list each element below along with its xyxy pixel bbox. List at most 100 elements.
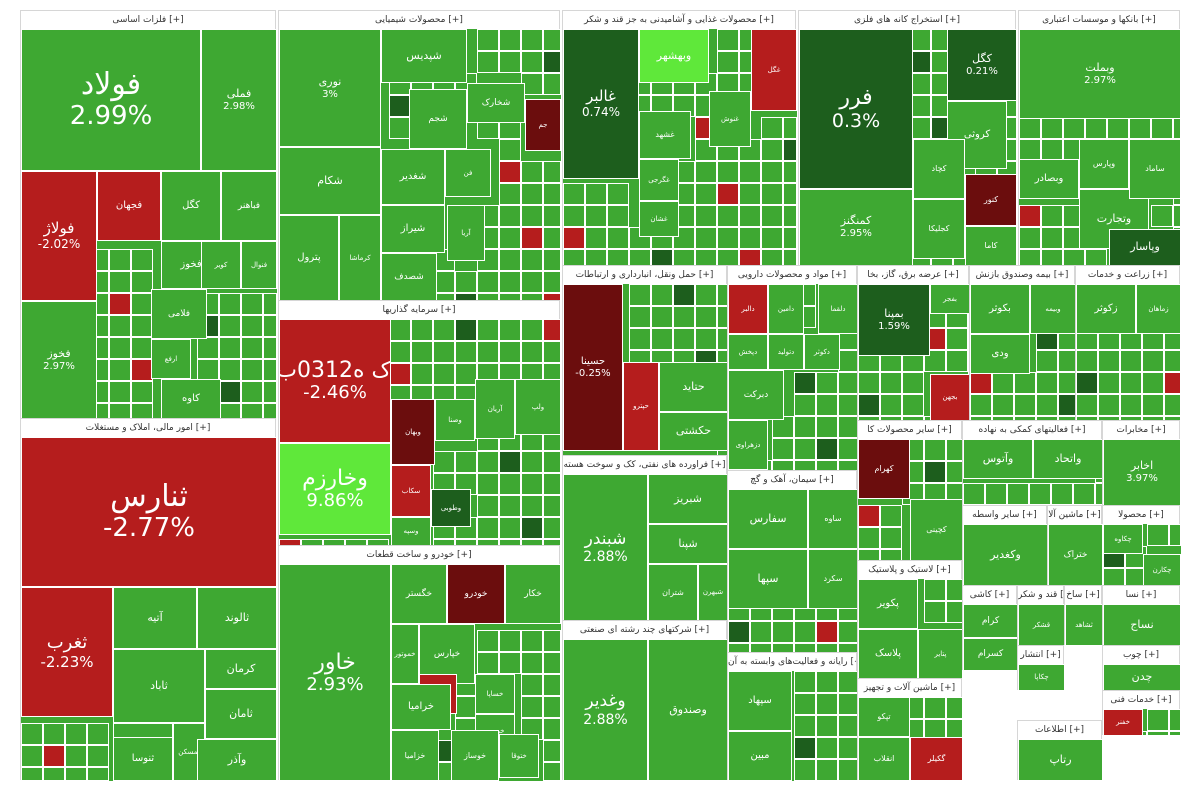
tile-small[interactable]: [197, 359, 219, 381]
tile-دبرکت[interactable]: دبرکت: [728, 370, 784, 420]
tile-خفنر[interactable]: خفنر: [1103, 709, 1143, 736]
tile-فملی[interactable]: فملی 2.98%: [201, 29, 277, 171]
tile-small[interactable]: [499, 451, 521, 473]
tile-small[interactable]: [563, 183, 585, 205]
tile-small[interactable]: [761, 183, 783, 205]
sector-title[interactable]: امور مالی، املاک و مستغلات [+]: [21, 419, 275, 438]
tile-سرک-ه0312ب01[interactable]: سرک ه0312ب01-2.46%: [279, 319, 391, 443]
tile-small[interactable]: [1147, 709, 1169, 731]
tile-small[interactable]: [838, 715, 858, 737]
tile-small[interactable]: [477, 473, 499, 495]
sector-title[interactable]: محصولات غذایی و آشامیدنی به جز قند و شکر…: [563, 11, 795, 30]
tile-small[interactable]: [433, 363, 455, 385]
tile-ثامان[interactable]: ثامان: [205, 689, 277, 739]
tile-دامین[interactable]: دامین: [768, 284, 804, 334]
tile-small[interactable]: [728, 621, 750, 643]
sector-title[interactable]: استخراج کانه های فلزی [+]: [799, 11, 1015, 30]
tile-small[interactable]: [585, 183, 607, 205]
tile-small[interactable]: [783, 161, 797, 183]
sector-29[interactable]: چوب [+] چدن: [1102, 645, 1181, 691]
sector-title[interactable]: سرمایه گذاریها [+]: [279, 301, 559, 320]
tile-شیراز[interactable]: شیراز: [381, 205, 445, 253]
tile-small[interactable]: [43, 745, 65, 767]
tile-small[interactable]: [521, 51, 543, 73]
tile-بمپنا[interactable]: بمپنا 1.59%: [858, 284, 930, 356]
sector-20[interactable]: لاستیک و پلاستیک [+] پکویر پلاسک پتایر: [857, 560, 963, 679]
tile-small[interactable]: [543, 696, 561, 718]
sector-title[interactable]: بیمه وصندوق بازنش [+]: [970, 266, 1074, 285]
tile-small[interactable]: [838, 438, 858, 460]
sector-30[interactable]: انتشار [+] چکاپا: [1017, 645, 1065, 691]
tile-small[interactable]: [219, 315, 241, 337]
tile-جم[interactable]: جم: [525, 99, 561, 151]
tile-small[interactable]: [816, 715, 838, 737]
tile-فلامی[interactable]: فلامی: [151, 289, 207, 339]
tile-small[interactable]: [109, 359, 131, 381]
tile-small[interactable]: [1098, 372, 1120, 394]
tile-small[interactable]: [717, 205, 739, 227]
tile-small[interactable]: [477, 517, 499, 539]
tile-کسرام[interactable]: کسرام: [963, 638, 1018, 671]
sector-title[interactable]: سیمان، آهک و گچ [+]: [728, 471, 856, 490]
tile-small[interactable]: [131, 337, 153, 359]
tile-small[interactable]: [131, 403, 153, 419]
tile-small[interactable]: [1120, 394, 1142, 416]
tile-small[interactable]: [197, 337, 219, 359]
tile-small[interactable]: [717, 227, 739, 249]
tile-small[interactable]: [970, 394, 992, 416]
tile-small[interactable]: [499, 517, 521, 539]
tile-خاور[interactable]: خاور 2.93%: [279, 564, 391, 781]
sector-23[interactable]: سایر واسطه [+] وکغدیر: [962, 505, 1048, 586]
tile-small[interactable]: [1173, 117, 1181, 139]
sector-title[interactable]: نسا [+]: [1103, 586, 1179, 605]
tile-small[interactable]: [946, 697, 963, 719]
tile-small[interactable]: [1036, 394, 1058, 416]
tile-کمنگنز[interactable]: کمنگنز 2.95%: [799, 189, 913, 266]
tile-small[interactable]: [761, 249, 783, 266]
sector-8[interactable]: حمل ونقل، انبارداری و ارتباطات [+] حسینا -…: [562, 265, 728, 456]
tile-small[interactable]: [717, 29, 739, 51]
sector-title[interactable]: زراعت و خدمات [+]: [1076, 266, 1179, 285]
tile-small[interactable]: [521, 341, 543, 363]
tile-small[interactable]: [838, 671, 858, 693]
tile-small[interactable]: [1164, 372, 1181, 394]
tile-وخارزم[interactable]: وخارزم 9.86%: [279, 443, 391, 535]
tile-small[interactable]: [411, 363, 433, 385]
tile-شجم[interactable]: شجم: [409, 89, 467, 149]
tile-small[interactable]: [1169, 709, 1181, 731]
tile-ثغرب[interactable]: ثغرب -2.23%: [21, 587, 113, 717]
tile-small[interactable]: [695, 183, 717, 205]
tile-small[interactable]: [794, 715, 816, 737]
sector-title[interactable]: ماشین آلات و تجهیز [+]: [858, 679, 961, 698]
tile-small[interactable]: [607, 205, 629, 227]
sector-6[interactable]: استخراج کانه های فلزی [+] فرر 0.3% کگل 0.21%…: [798, 10, 1017, 266]
tile-حکشتی[interactable]: حکشتی: [659, 412, 728, 451]
sector-title[interactable]: قند و شکر [+]: [1018, 586, 1063, 605]
sector-12[interactable]: سیمان، آهک و گچ [+] سفارس ساوه سکرد سپها: [727, 470, 858, 653]
tile-small[interactable]: [543, 29, 561, 51]
tile-small[interactable]: [695, 249, 717, 266]
tile-small[interactable]: [1120, 372, 1142, 394]
tile-زکوثر[interactable]: زکوثر: [1076, 284, 1136, 334]
tile-small[interactable]: [794, 394, 816, 416]
tile-small[interactable]: [946, 579, 963, 601]
tile-small[interactable]: [477, 652, 499, 674]
tile-small[interactable]: [794, 759, 816, 781]
tile-رتاپ[interactable]: رتاپ: [1018, 739, 1103, 781]
tile-وصنا[interactable]: وصنا: [435, 399, 475, 441]
tile-small[interactable]: [794, 416, 816, 438]
sector-title[interactable]: محصولا [+]: [1103, 506, 1179, 525]
tile-small[interactable]: [477, 319, 499, 341]
tile-small[interactable]: [1041, 227, 1063, 249]
tile-small[interactable]: [946, 350, 968, 372]
tile-شبهرن[interactable]: شبهرن: [698, 564, 728, 621]
tile-small[interactable]: [411, 341, 433, 363]
tile-حتاید[interactable]: حتاید: [659, 362, 728, 412]
tile-بفجر[interactable]: بفجر: [930, 284, 970, 314]
sector-24[interactable]: ماشین آلا [+] ختراک: [1047, 505, 1103, 586]
tile-small[interactable]: [499, 630, 521, 652]
sector-10[interactable]: شرکتهای چند رشته ای صنعتی [+] وغدیر 2.88% و…: [562, 620, 728, 781]
tile-small[interactable]: [695, 306, 717, 328]
tile-فرر[interactable]: فرر 0.3%: [799, 29, 913, 189]
tile-small[interactable]: [651, 306, 673, 328]
